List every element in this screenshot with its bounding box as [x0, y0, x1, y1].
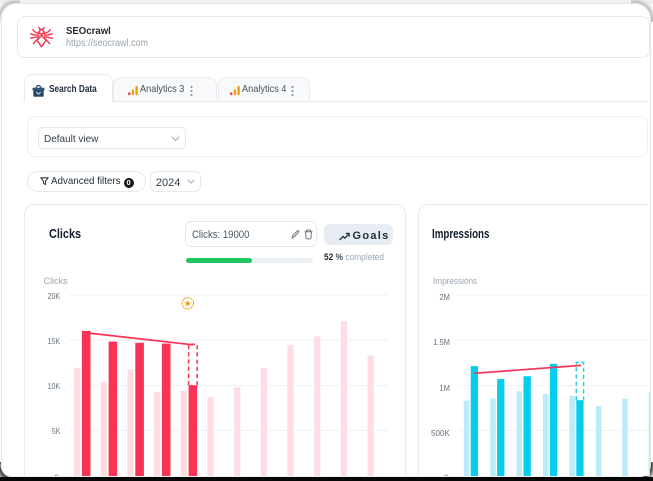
svg-text:0: 0	[54, 472, 59, 475]
svg-text:0: 0	[444, 472, 449, 475]
